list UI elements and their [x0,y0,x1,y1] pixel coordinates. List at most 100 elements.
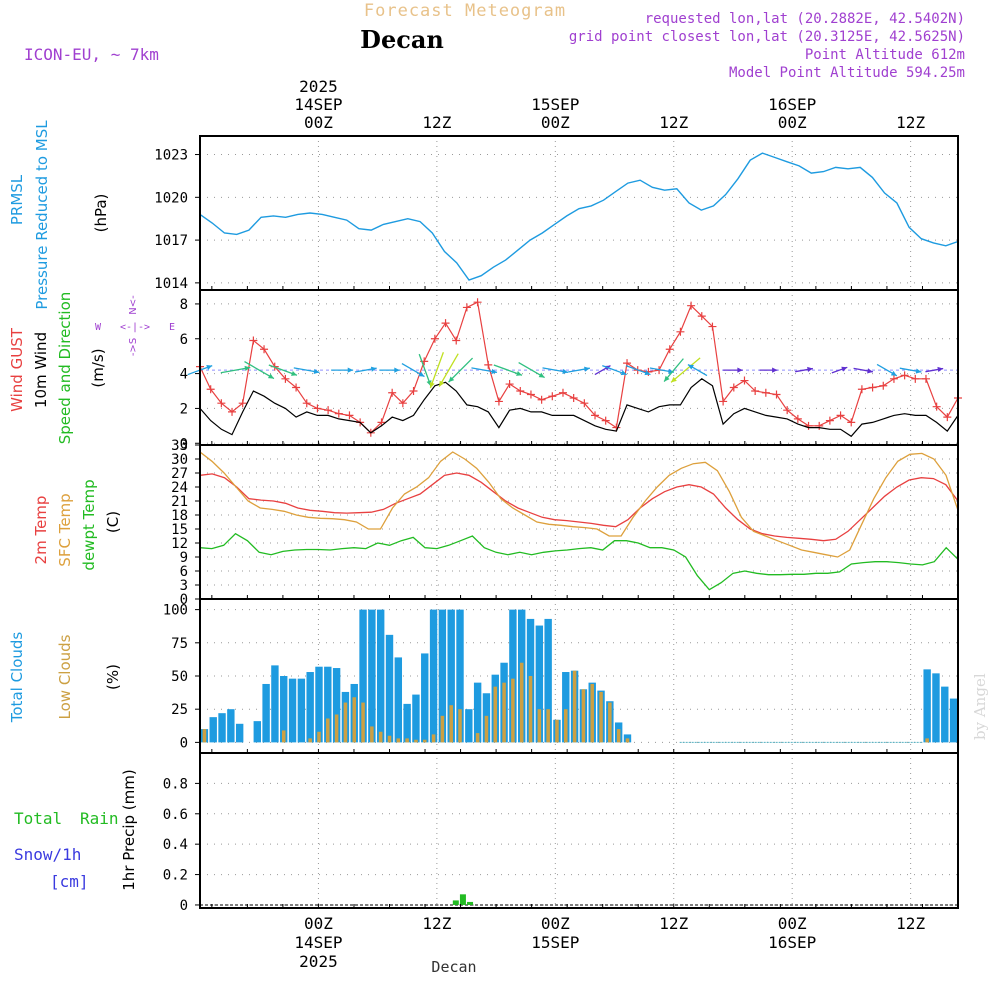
wind-gust-marker [761,388,770,397]
wind-gust-marker [591,411,600,420]
total-cloud-bar [923,669,931,743]
wind-arrow-head [841,366,848,372]
total-cloud-bar [297,678,306,743]
wind-gust-marker [238,399,247,408]
y-tick-label: 0.8 [163,776,188,792]
wind-gust-marker [889,374,898,383]
total-cloud-bar [209,717,217,743]
low-cloud-bar [511,678,515,743]
low-cloud-bar [387,735,392,743]
top-year-label: 2025 [299,77,338,96]
top-hour-label: 00Z [541,113,570,132]
bottom-hour-label: 00Z [304,914,333,933]
pressure-label-long: Pressure Reduced to MSL [33,120,51,310]
temp-sfc-label: SFC Temp [56,493,74,566]
precip-legend-snow: Snow/1h [14,845,81,864]
wind-gust-marker [708,322,717,331]
low-cloud-bar [599,691,603,743]
low-cloud-bar [502,682,506,743]
wind-gust-marker [430,334,439,343]
wind-arrow-head [807,366,813,373]
wind-gust-marker [911,374,920,383]
wind-gust-marker [473,298,482,307]
total-cloud-bar [544,618,552,743]
wind-gust-marker [377,418,386,427]
model-label: ICON-EU, ~ 7km [24,45,159,64]
wind-gust-marker [334,409,343,418]
low-cloud-bar [493,686,498,743]
total-cloud-bar [949,698,958,743]
total-cloud-bar [535,625,544,743]
pressure-line [199,152,959,281]
y-tick-label: 24 [171,480,188,496]
wind-gust-marker [676,327,685,336]
bottom-date-label: 16SEP [768,933,816,952]
credit-watermark: by Angel [971,673,989,740]
low-cloud-bar [361,702,365,743]
y-tick-label: 1023 [154,148,188,164]
wind-gust-marker [260,345,269,354]
y-tick-label: 8 [180,297,188,313]
wind-gust-marker [580,399,589,408]
y-tick-label: 0 [180,436,188,452]
y-tick-label: 1020 [154,190,188,206]
total-cloud-bar [332,668,341,743]
total-cloud-bar [359,609,367,743]
y-tick-label: 30 [171,452,188,468]
wind-gust-marker [462,303,471,312]
total-cloud-bar [438,609,447,743]
wind-gust-marker [687,301,696,310]
top-hour-label: 00Z [304,113,333,132]
wind-gust-marker [569,393,578,402]
total-cloud-bar [429,609,438,743]
rain-bar [452,900,459,905]
wind-gust-marker [302,399,311,408]
total-cloud-bar [412,694,420,743]
wind-arrow-head [737,367,743,373]
wind-direction-arrow [429,352,444,389]
bottom-hour-label: 00Z [541,914,570,933]
y-tick-label: 25 [171,702,188,718]
wind-gust-marker [815,421,824,430]
y-tick-label: 6 [180,564,188,580]
temp-2m-line [199,472,959,542]
low-cloud-bar [519,662,524,743]
footer-location: Decan [431,958,476,976]
wind-gust-marker [793,414,802,423]
low-cloud-bar [352,697,357,743]
total-clouds-label: Total Clouds [8,632,26,724]
pressure-label-short: PRMSL [8,174,26,225]
wind-gust-marker [804,421,813,430]
wind-direction-arrow [244,361,275,380]
y-tick-label: 0 [180,592,188,608]
rain-bar [459,894,466,905]
y-tick-label: 0.4 [163,837,188,853]
total-cloud-bar [465,709,473,743]
temp-dewpt-label: dewpt Temp [80,479,98,570]
wind-arrow-head [584,366,590,372]
wind-gust-marker [783,406,792,415]
y-tick-label: 12 [171,536,188,552]
top-hour-label: 12Z [422,113,451,132]
bottom-date-label: 14SEP [294,933,342,952]
wind-arrow-head [313,368,320,375]
low-cloud-bar [925,738,929,743]
total-cloud-bar [368,609,376,743]
compass-north-label: N<- [128,295,139,315]
total-cloud-bar [403,703,411,743]
y-tick-label: 0 [180,735,188,751]
wind-gust-marker [398,399,407,408]
wind-arrow-head [291,370,298,376]
wind-direction-arrow [670,357,701,383]
total-cloud-bar [376,609,385,743]
total-cloud-bar [562,672,570,743]
top-hour-label: 12Z [659,113,688,132]
bottom-hour-label: 00Z [778,914,807,933]
wind-arrow-head [538,372,545,378]
low-cloud-bar [555,719,559,743]
y-tick-label: 21 [171,494,188,510]
y-tick-label: 1014 [154,276,188,292]
y-tick-label: 0.2 [163,868,188,884]
chart-title: Forecast Meteogram [364,1,566,21]
low-cloud-bar [572,670,577,743]
